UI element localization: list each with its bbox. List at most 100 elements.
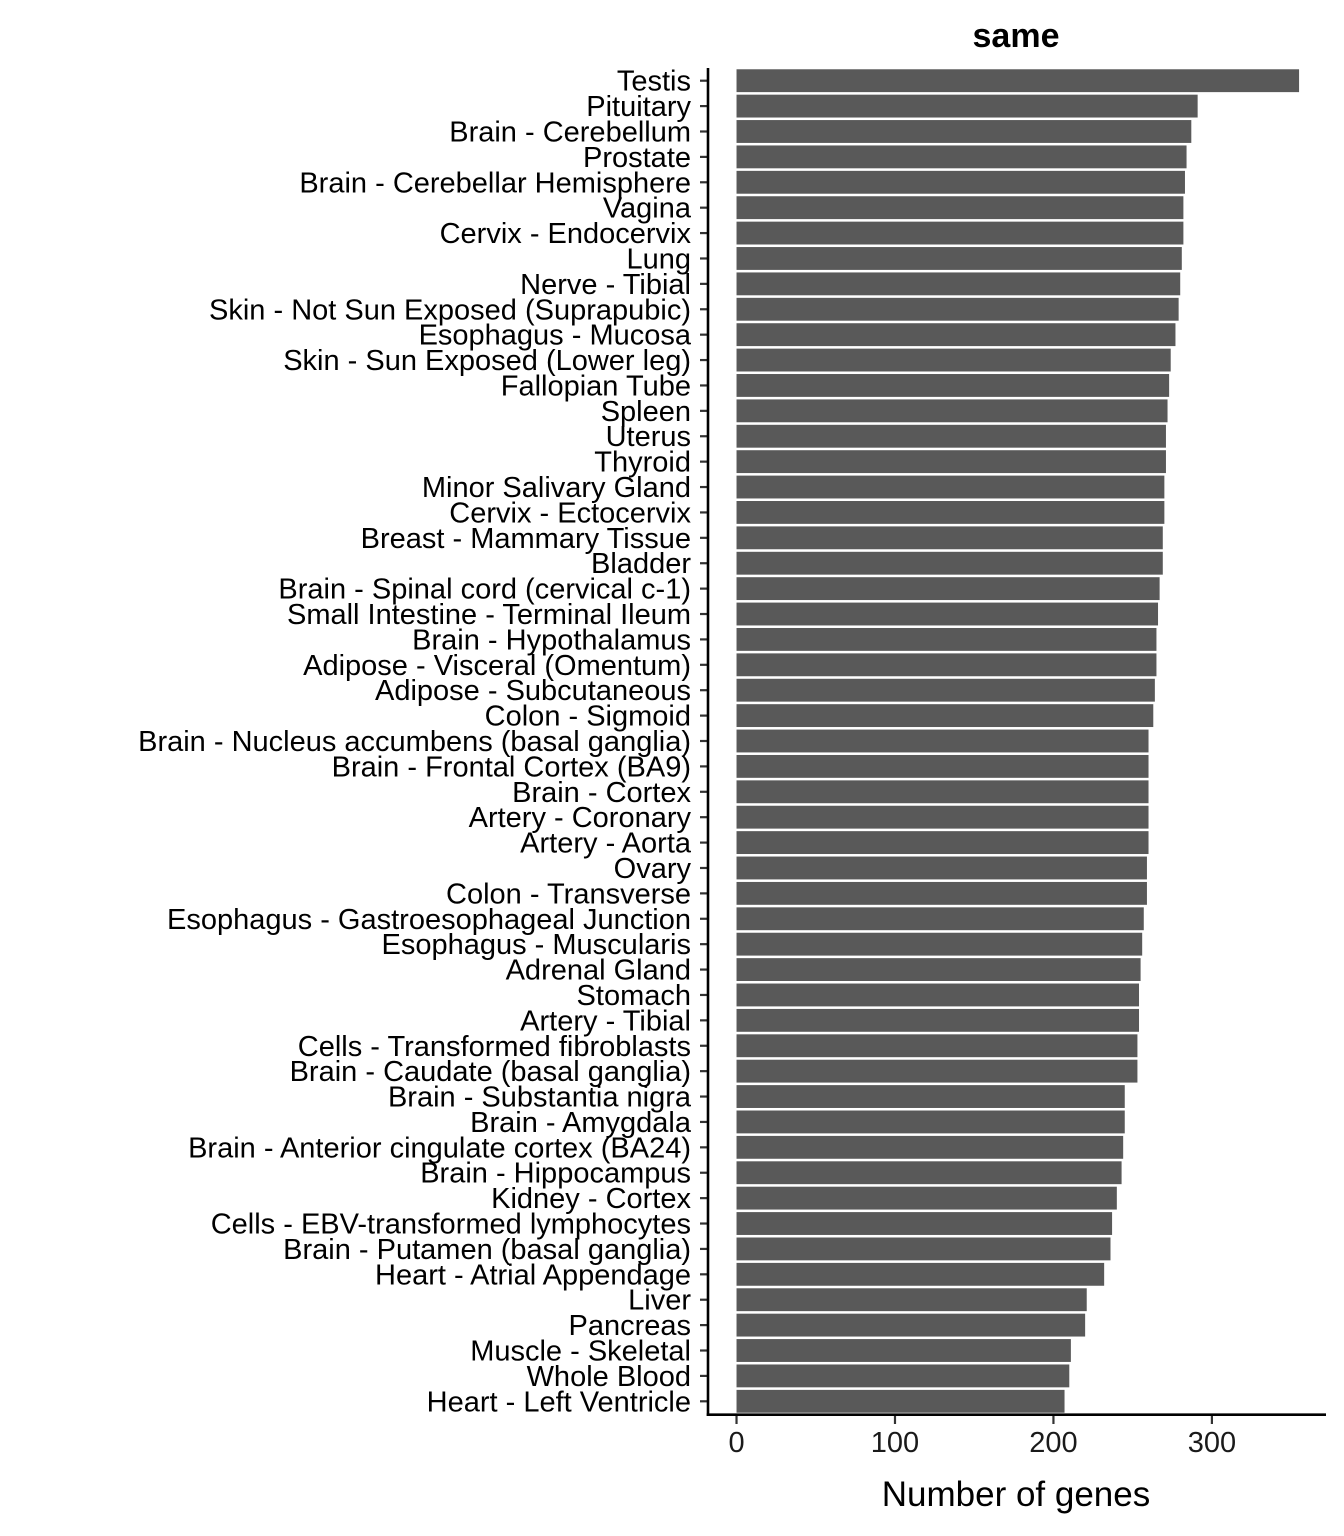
category-label: Kidney - Cortex xyxy=(491,1183,691,1215)
category-label: Brain - Hypothalamus xyxy=(412,624,691,656)
category-label: Fallopian Tube xyxy=(501,370,691,402)
bar xyxy=(736,1237,1111,1261)
bar xyxy=(736,881,1147,905)
category-label: Esophagus - Mucosa xyxy=(419,320,692,352)
category-label: Artery - Aorta xyxy=(520,828,692,860)
bar xyxy=(736,475,1165,499)
x-tick-label: 300 xyxy=(1188,1427,1236,1459)
category-label: Skin - Not Sun Exposed (Suprapubic) xyxy=(209,294,691,326)
bar xyxy=(736,1059,1138,1083)
bar xyxy=(736,1313,1086,1337)
bar xyxy=(736,1212,1113,1235)
category-label: Brain - Substantia nigra xyxy=(388,1082,692,1114)
category-label: Muscle - Skeletal xyxy=(470,1336,691,1368)
category-label: Artery - Tibial xyxy=(520,1005,691,1037)
category-label: Uterus xyxy=(606,421,691,453)
category-label: Heart - Atrial Appendage xyxy=(375,1259,691,1291)
category-label: Minor Salivary Gland xyxy=(422,472,691,504)
bar xyxy=(736,856,1147,880)
y-ticks-layer xyxy=(700,79,708,1403)
bar xyxy=(736,526,1163,550)
category-label: Prostate xyxy=(583,142,691,174)
x-axis-title: Number of genes xyxy=(882,1475,1150,1514)
category-label: Heart - Left Ventricle xyxy=(427,1386,691,1418)
bar xyxy=(736,374,1170,397)
x-ticks-layer: 0 100 200 300 xyxy=(728,1416,1236,1459)
bar xyxy=(736,704,1154,728)
bar xyxy=(736,907,1144,931)
category-label: Lung xyxy=(626,243,691,275)
bar xyxy=(736,1389,1065,1413)
category-label: Cervix - Endocervix xyxy=(440,218,692,250)
category-label: Brain - Anterior cingulate cortex (BA24) xyxy=(188,1132,691,1164)
bar xyxy=(736,1008,1140,1032)
bar xyxy=(736,323,1176,347)
category-label: Adrenal Gland xyxy=(506,955,691,987)
bar xyxy=(736,424,1166,448)
chart-title: same xyxy=(973,17,1060,55)
bar xyxy=(736,399,1168,423)
bar xyxy=(736,551,1163,575)
category-label: Pituitary xyxy=(586,91,691,123)
bar xyxy=(736,958,1141,981)
category-label: Whole Blood xyxy=(527,1361,691,1393)
bar xyxy=(736,1288,1087,1312)
category-label: Brain - Hippocampus xyxy=(420,1158,691,1190)
bar xyxy=(736,932,1143,956)
bar xyxy=(736,1085,1125,1108)
bar xyxy=(736,805,1149,829)
bar xyxy=(736,1161,1122,1185)
category-label: Brain - Nucleus accumbens (basal ganglia… xyxy=(138,726,691,758)
bar xyxy=(736,501,1165,524)
category-label: Brain - Frontal Cortex (BA9) xyxy=(332,751,691,783)
category-label: Brain - Amygdala xyxy=(470,1107,692,1139)
category-label: Brain - Cortex xyxy=(512,777,691,809)
category-label: Testis xyxy=(617,66,691,98)
bar xyxy=(736,627,1157,651)
category-label: Liver xyxy=(628,1285,691,1317)
category-label: Artery - Coronary xyxy=(469,802,692,834)
bar xyxy=(736,450,1166,474)
category-label: Colon - Sigmoid xyxy=(485,701,691,733)
category-label: Nerve - Tibial xyxy=(520,269,691,301)
category-label: Cells - EBV-transformed lymphocytes xyxy=(211,1209,691,1241)
bar xyxy=(736,1262,1105,1286)
category-label: Brain - Cerebellar Hemisphere xyxy=(299,167,691,199)
bar xyxy=(736,1364,1070,1388)
x-tick-label: 0 xyxy=(728,1427,744,1459)
category-label: Cells - Transformed fibroblasts xyxy=(298,1031,691,1063)
category-label: Stomach xyxy=(577,980,691,1012)
x-tick-label: 100 xyxy=(871,1427,919,1459)
category-label: Adipose - Subcutaneous xyxy=(375,675,691,707)
category-label: Spleen xyxy=(601,396,691,428)
bar xyxy=(736,94,1198,118)
bar xyxy=(736,196,1184,220)
category-label: Adipose - Visceral (Omentum) xyxy=(303,650,691,682)
category-label: Bladder xyxy=(591,548,691,580)
category-label: Breast - Mammary Tissue xyxy=(361,523,691,555)
x-tick-label: 200 xyxy=(1029,1427,1077,1459)
category-label: Esophagus - Muscularis xyxy=(382,929,691,961)
category-label: Pancreas xyxy=(568,1310,691,1342)
category-label: Cervix - Ectocervix xyxy=(449,497,691,529)
bar xyxy=(736,678,1155,702)
bar xyxy=(736,653,1157,677)
category-label: Vagina xyxy=(603,193,692,225)
category-label: Brain - Cerebellum xyxy=(449,116,691,148)
bar xyxy=(736,780,1149,804)
category-label: Thyroid xyxy=(594,447,691,479)
bar xyxy=(736,577,1160,601)
bar xyxy=(736,221,1184,245)
bar xyxy=(736,247,1182,270)
bar xyxy=(736,729,1149,753)
category-label: Esophagus - Gastroesophageal Junction xyxy=(167,904,691,936)
bars-layer xyxy=(736,69,1300,1413)
category-label: Brain - Caudate (basal ganglia) xyxy=(290,1056,691,1088)
bar xyxy=(736,145,1187,169)
category-label: Ovary xyxy=(614,853,692,885)
bar xyxy=(736,1186,1117,1210)
category-label: Small Intestine - Terminal Ileum xyxy=(287,599,691,631)
bar xyxy=(736,602,1159,626)
